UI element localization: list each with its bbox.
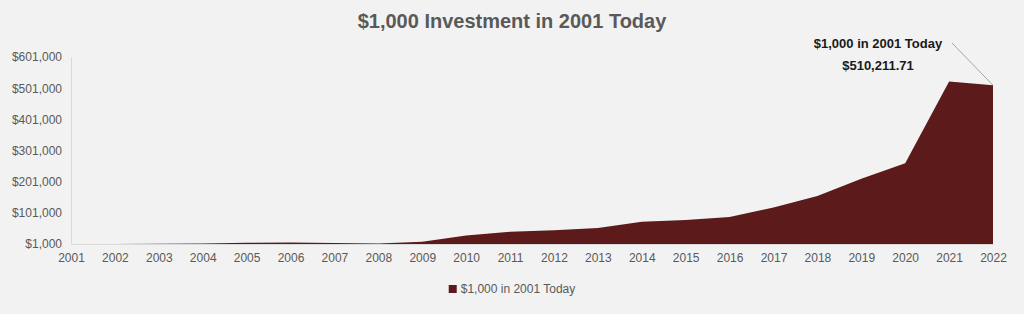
x-tick: 2014 (629, 244, 656, 265)
y-axis-line (71, 58, 72, 245)
x-tick: 2016 (717, 244, 744, 265)
x-tick: 2020 (892, 244, 919, 265)
x-tick-label: 2008 (365, 251, 392, 265)
plot: $1,000 $101,000 $201,000 $301,000 $401,000 $5… (12, 50, 1007, 264)
legend-swatch (449, 285, 457, 293)
y-tick-label: $401,000 (12, 113, 62, 127)
x-tick: 2006 (278, 244, 305, 265)
x-axis: 2001 2002 2003 2004 2005 2006 2007 2008 2009 2010… (58, 244, 1007, 265)
y-tick: $1,000 (25, 237, 71, 251)
x-tick-label: 2014 (629, 251, 656, 265)
y-tick-label: $601,000 (12, 50, 62, 64)
x-tick: 2013 (585, 244, 612, 265)
annotation-text: $1,000 in 2001 Today (814, 36, 943, 51)
x-tick: 2002 (102, 244, 129, 265)
x-tick: 2015 (673, 244, 700, 265)
x-tick: 2011 (498, 244, 524, 265)
x-tick: 2019 (848, 244, 875, 265)
y-tick-label: $1,000 (25, 237, 62, 251)
annotation-text: $510,211.71 (842, 58, 914, 73)
x-tick-label: 2004 (190, 251, 217, 265)
y-axis: $1,000 $101,000 $201,000 $301,000 $401,000 $5… (12, 50, 72, 251)
x-tick: 2009 (409, 244, 436, 265)
background (0, 0, 1024, 314)
y-tick: $201,000 (12, 175, 71, 189)
x-tick-label: 2009 (409, 251, 436, 265)
x-tick-label: 2015 (673, 251, 700, 265)
x-tick: 2012 (541, 244, 568, 265)
x-tick-label: 2020 (892, 251, 919, 265)
x-tick: 2018 (805, 244, 832, 265)
y-tick-label: $501,000 (12, 82, 62, 96)
x-tick: 2003 (146, 244, 173, 265)
y-tick-label: $101,000 (12, 206, 62, 220)
x-tick: 2001 (58, 244, 85, 265)
legend: $1,000 in 2001 Today (449, 282, 576, 296)
y-tick: $501,000 (12, 82, 71, 96)
y-tick: $301,000 (12, 144, 71, 158)
chart: $1,000 $101,000 $201,000 $301,000 $401,000 $5… (0, 0, 1024, 314)
x-tick-label: 2022 (980, 251, 1007, 265)
x-tick-label: 2021 (936, 251, 963, 265)
marks (71, 82, 993, 244)
y-tick-label: $201,000 (12, 175, 62, 189)
x-tick-label: 2017 (761, 251, 788, 265)
legend-label: $1,000 in 2001 Today (461, 282, 576, 296)
x-tick: 2005 (234, 244, 261, 265)
x-tick-label: 2005 (234, 251, 261, 265)
area (71, 82, 993, 244)
x-tick-label: 2019 (848, 251, 875, 265)
y-tick: $601,000 (12, 50, 71, 64)
x-tick-label: 2012 (541, 251, 568, 265)
x-tick: 2007 (322, 244, 349, 265)
x-tick: 2021 (936, 244, 963, 265)
title: $1,000 Investment in 2001 Today (358, 10, 668, 32)
y-tick: $401,000 (12, 113, 71, 127)
x-tick: 2010 (453, 244, 480, 265)
x-tick-label: 2018 (805, 251, 832, 265)
y-tick-label: $301,000 (12, 144, 62, 158)
annotation-leader (952, 43, 993, 85)
x-tick-label: 2007 (322, 251, 349, 265)
x-tick-label: 2001 (58, 251, 85, 265)
x-tick: 2017 (761, 244, 788, 265)
x-tick: 2022 (980, 244, 1007, 265)
x-tick-label: 2002 (102, 251, 129, 265)
x-tick-label: 2013 (585, 251, 612, 265)
x-tick-label: 2011 (498, 251, 524, 265)
y-tick: $101,000 (12, 206, 71, 220)
legend-item: $1,000 in 2001 Today (449, 282, 576, 296)
x-tick: 2004 (190, 244, 217, 265)
x-tick-label: 2003 (146, 251, 173, 265)
x-axis-line (72, 244, 994, 245)
x-tick-label: 2010 (453, 251, 480, 265)
x-tick: 2008 (365, 244, 392, 265)
x-tick-label: 2006 (278, 251, 305, 265)
x-tick-label: 2016 (717, 251, 744, 265)
